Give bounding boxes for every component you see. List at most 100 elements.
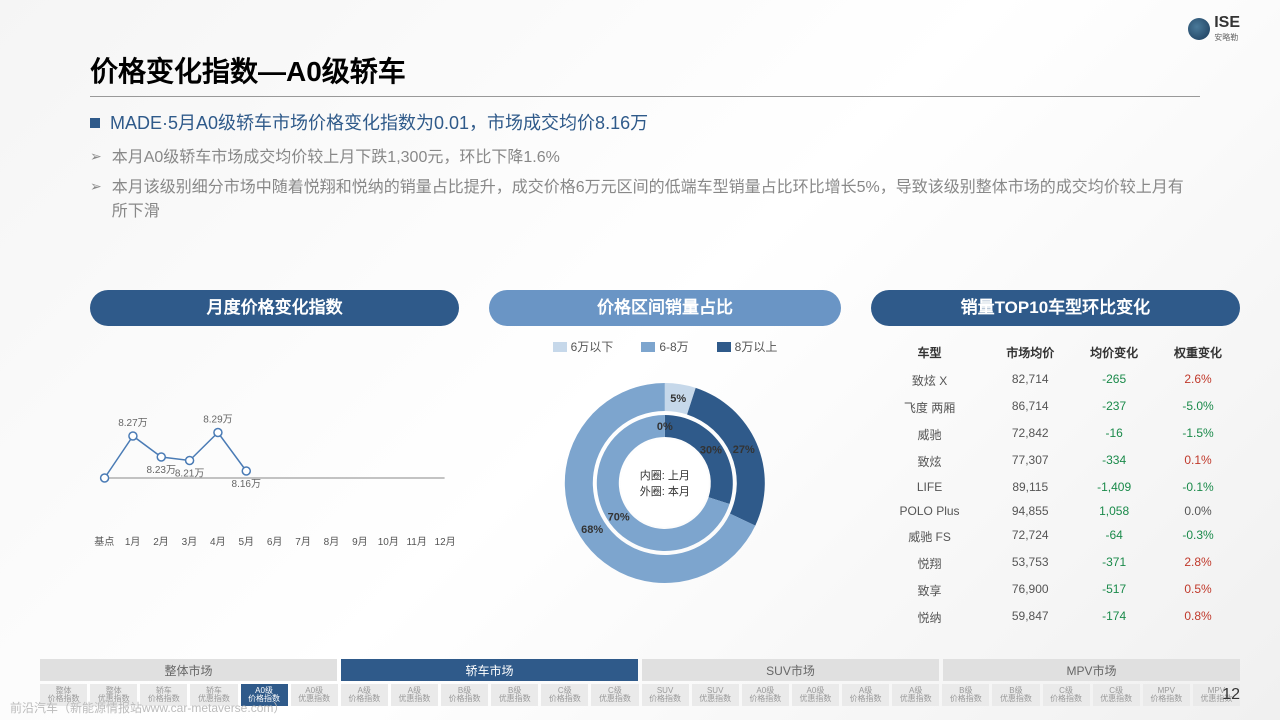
line-chart-title: 月度价格变化指数 <box>90 290 459 326</box>
title-underline <box>90 96 1200 97</box>
table-row: 威驰72,842-16-1.5% <box>871 421 1240 448</box>
watermark-text: 前沿汽车（新能源情报站www.car-metaverse.com） <box>10 699 285 716</box>
table-row: 致享76,900-5170.5% <box>871 577 1240 604</box>
lead-text: MADE·5月A0级轿车市场价格变化指数为0.01，市场成交均价8.16万 <box>110 111 648 136</box>
avg-price: 77,307 <box>988 453 1072 470</box>
weight-change: -0.1% <box>1156 480 1240 494</box>
table-row: 飞度 两厢86,714-237-5.0% <box>871 394 1240 421</box>
brand-logo: ISE 安略勒 <box>1188 14 1240 43</box>
tab-level2[interactable]: C级价格指数 <box>541 684 588 706</box>
x-axis-label: 10月 <box>374 533 402 548</box>
tab-level2[interactable]: C级优惠指数 <box>1093 684 1140 706</box>
table-row: POLO Plus94,8551,0580.0% <box>871 499 1240 523</box>
weight-change: 2.8% <box>1156 555 1240 572</box>
x-axis-label: 12月 <box>431 533 459 548</box>
tab-level2[interactable]: C级优惠指数 <box>591 684 638 706</box>
model-name: 威驰 <box>871 426 988 443</box>
svg-text:30%: 30% <box>700 444 722 456</box>
tab-level2[interactable]: MPV价格指数 <box>1143 684 1190 706</box>
sub-bullet-row: ➢本月A0级轿车市场成交均价较上月下跌1,300元，环比下降1.6% <box>90 146 1190 170</box>
tab-level2[interactable]: B级优惠指数 <box>992 684 1039 706</box>
svg-text:8.29万: 8.29万 <box>203 415 232 426</box>
avg-price: 59,847 <box>988 609 1072 626</box>
x-axis-label: 3月 <box>175 533 203 548</box>
logo-text: ISE <box>1214 14 1240 32</box>
table-row: 致炫 X82,714-2652.6% <box>871 367 1240 394</box>
x-axis-label: 11月 <box>402 533 430 548</box>
header: 价格变化指数—A0级轿车 MADE·5月A0级轿车市场价格变化指数为0.01，市… <box>90 50 1190 230</box>
model-name: 致享 <box>871 582 988 599</box>
logo-subtext: 安略勒 <box>1214 32 1240 43</box>
page-number: 12 <box>1222 686 1240 704</box>
svg-text:8.16万: 8.16万 <box>232 479 261 490</box>
model-name: 悦翔 <box>871 555 988 572</box>
tab-level2[interactable]: SUV价格指数 <box>642 684 689 706</box>
legend-swatch-icon <box>641 342 655 352</box>
tab-level2[interactable]: A级价格指数 <box>341 684 388 706</box>
lead-bullet-row: MADE·5月A0级轿车市场价格变化指数为0.01，市场成交均价8.16万 <box>90 111 1190 136</box>
donut-legend: 6万以下6-8万8万以上 <box>489 338 841 355</box>
avg-price: 53,753 <box>988 555 1072 572</box>
price-change: -64 <box>1072 528 1156 545</box>
table-row: LIFE89,115-1,409-0.1% <box>871 475 1240 499</box>
tab-level2[interactable]: A级优惠指数 <box>892 684 939 706</box>
price-change: -237 <box>1072 399 1156 416</box>
weight-change: 0.0% <box>1156 504 1240 518</box>
avg-price: 89,115 <box>988 480 1072 494</box>
svg-text:8.23万: 8.23万 <box>147 465 176 476</box>
legend-swatch-icon <box>553 342 567 352</box>
tab-level2[interactable]: A级价格指数 <box>842 684 889 706</box>
price-change: -334 <box>1072 453 1156 470</box>
tab-level2[interactable]: B级优惠指数 <box>491 684 538 706</box>
svg-text:内圈: 上月: 内圈: 上月 <box>640 468 690 482</box>
tab-level1[interactable]: MPV市场 <box>943 659 1240 681</box>
tab-level1[interactable]: SUV市场 <box>642 659 939 681</box>
avg-price: 76,900 <box>988 582 1072 599</box>
x-axis-label: 5月 <box>232 533 260 548</box>
x-axis-label: 7月 <box>289 533 317 548</box>
price-change: -371 <box>1072 555 1156 572</box>
price-change: -16 <box>1072 426 1156 443</box>
weight-change: -0.3% <box>1156 528 1240 545</box>
weight-change: -5.0% <box>1156 399 1240 416</box>
weight-change: 0.5% <box>1156 582 1240 599</box>
tab-level2[interactable]: A0级优惠指数 <box>792 684 839 706</box>
tab-level2[interactable]: A级优惠指数 <box>391 684 438 706</box>
svg-text:68%: 68% <box>581 524 603 536</box>
legend-item: 6-8万 <box>641 338 688 355</box>
tab-level2[interactable]: A0级价格指数 <box>742 684 789 706</box>
square-bullet-icon <box>90 118 100 128</box>
avg-price: 94,855 <box>988 504 1072 518</box>
weight-change: 0.8% <box>1156 609 1240 626</box>
tab-level2[interactable]: B级价格指数 <box>441 684 488 706</box>
weight-change: -1.5% <box>1156 426 1240 443</box>
tab-level2[interactable]: A0级优惠指数 <box>291 684 338 706</box>
x-axis-label: 1月 <box>118 533 146 548</box>
avg-price: 86,714 <box>988 399 1072 416</box>
tab-level1[interactable]: 整体市场 <box>40 659 337 681</box>
svg-text:8.27万: 8.27万 <box>118 418 147 429</box>
page-title: 价格变化指数—A0级轿车 <box>90 50 1190 90</box>
tab-level2[interactable]: C级价格指数 <box>1043 684 1090 706</box>
x-axis-label: 2月 <box>147 533 175 548</box>
tabs-level1: 整体市场轿车市场SUV市场MPV市场 <box>40 659 1240 681</box>
donut-svg: 5%27%68%0%30%70%内圈: 上月外圈: 本月 <box>489 363 841 603</box>
x-axis-label: 8月 <box>317 533 345 548</box>
price-change: -174 <box>1072 609 1156 626</box>
x-axis-label: 基点 <box>90 533 118 548</box>
x-axis-label: 4月 <box>204 533 232 548</box>
top10-table: 车型市场均价均价变化权重变化致炫 X82,714-2652.6%飞度 两厢86,… <box>871 338 1240 631</box>
logo-circle-icon <box>1188 18 1210 40</box>
table-col-header: 市场均价 <box>988 344 1072 361</box>
tab-level2[interactable]: SUV优惠指数 <box>692 684 739 706</box>
x-axis-label: 9月 <box>346 533 374 548</box>
tab-level2[interactable]: B级价格指数 <box>942 684 989 706</box>
model-name: 威驰 FS <box>871 528 988 545</box>
legend-label: 8万以上 <box>735 338 778 355</box>
model-name: POLO Plus <box>871 504 988 518</box>
model-name: 致炫 <box>871 453 988 470</box>
tab-level1[interactable]: 轿车市场 <box>341 659 638 681</box>
avg-price: 82,714 <box>988 372 1072 389</box>
arrow-icon: ➢ <box>90 178 102 195</box>
price-change: -265 <box>1072 372 1156 389</box>
